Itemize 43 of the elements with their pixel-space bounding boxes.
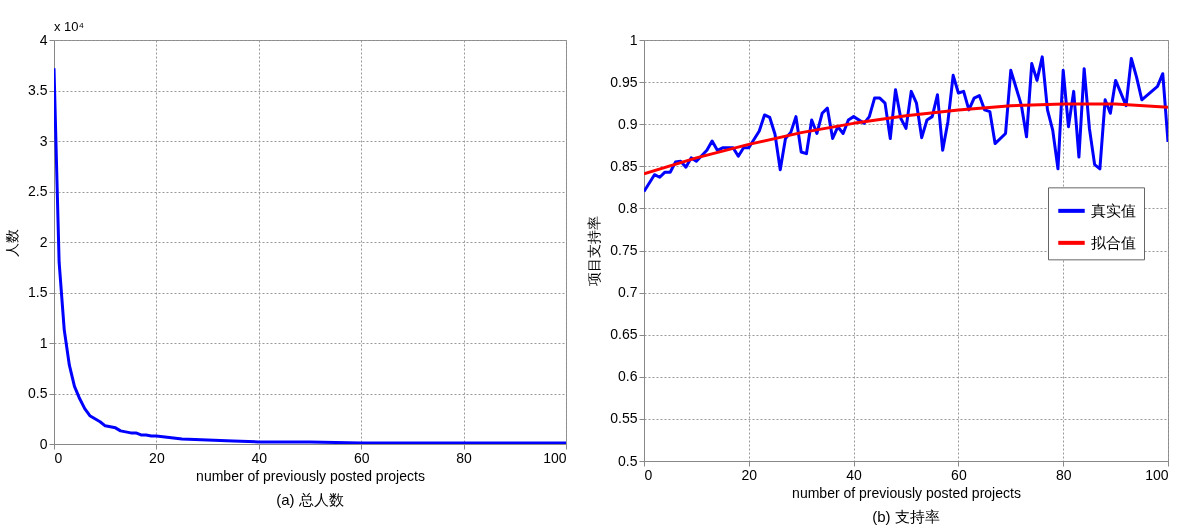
- y-tick-label: 0.95: [610, 73, 638, 90]
- x-tick-label: 0: [644, 466, 653, 483]
- text: (a) 总人数: [276, 491, 344, 508]
- x-tick-label: 40: [846, 466, 863, 483]
- y-tick-label: 0.5: [618, 452, 638, 469]
- y-axis-title: 项目支持率: [586, 216, 603, 286]
- x-tick-label: 20: [149, 449, 165, 466]
- y-tick-label: 0.55: [610, 410, 638, 427]
- x-tick-label: 60: [353, 449, 370, 466]
- line-series: [644, 102, 1168, 176]
- y-tick-label: 3.5: [28, 82, 48, 98]
- y-tick-label: 3: [39, 132, 48, 149]
- y-tick-label: 0.75: [610, 242, 638, 258]
- x-tick-label: 0: [54, 449, 63, 466]
- y-tick-label: 2: [39, 233, 48, 250]
- y-tick-label: 0.85: [610, 157, 638, 174]
- x-tick-label: 100: [543, 449, 567, 466]
- x-tick-label: 20: [741, 466, 758, 483]
- y-tick-label: 1: [629, 31, 638, 48]
- y-tick-label: 1: [39, 334, 48, 351]
- x-tick-label: 80: [456, 449, 473, 466]
- legend-label: 拟合值: [1091, 233, 1136, 251]
- x-axis-title: number of previously posted projects: [792, 484, 1021, 501]
- y-tick-label: 0.6: [618, 368, 638, 385]
- x-tick-label: 40: [251, 449, 268, 466]
- y-tick-label: 0.8: [618, 199, 638, 216]
- y-tick-label: 0.7: [618, 284, 638, 301]
- y-tick-label: 0: [39, 435, 48, 452]
- legend-label: 真实值: [1091, 201, 1136, 219]
- x-axis-title: number of previously posted projects: [196, 467, 425, 484]
- x-tick-label: 60: [951, 466, 967, 483]
- x-tick-label: 100: [1145, 466, 1169, 483]
- y-tick-label: 4: [39, 31, 48, 48]
- y-tick-label: 0.5: [28, 385, 48, 401]
- y-tick-label: 2.5: [28, 183, 48, 199]
- y-tick-label: 1.5: [28, 284, 48, 300]
- y-tick-label: 0.9: [618, 115, 638, 132]
- y-axis-title: 人数: [4, 228, 21, 257]
- y-tick-label: 0.65: [610, 326, 638, 343]
- x-tick-label: 80: [1055, 466, 1072, 483]
- text: (b) 支持率: [872, 508, 940, 525]
- line-series: [644, 55, 1168, 194]
- text: x 10⁴: [54, 19, 85, 34]
